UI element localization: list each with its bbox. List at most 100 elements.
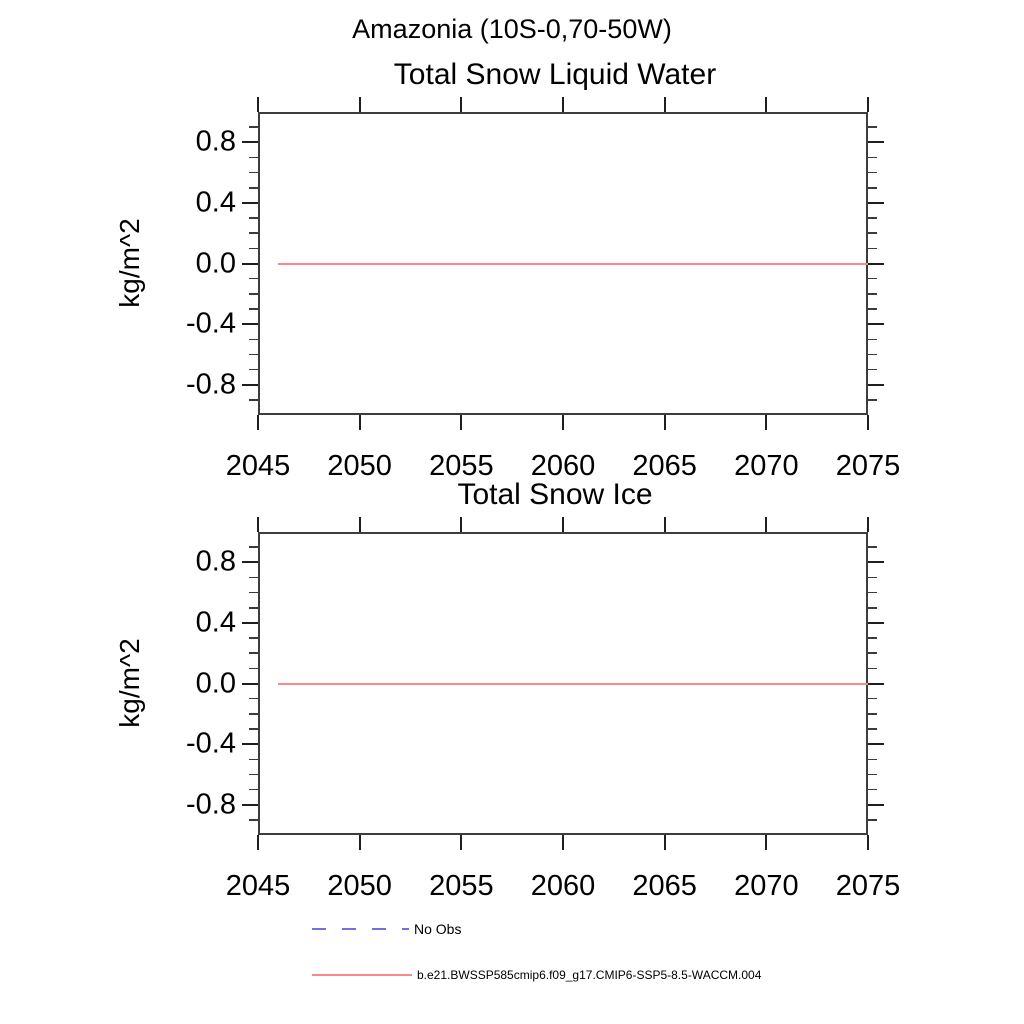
y-minor-tick bbox=[249, 728, 258, 730]
x-tick-label: 2075 bbox=[835, 870, 901, 902]
y-tick-label: 0.4 bbox=[195, 186, 236, 219]
y-tick bbox=[868, 561, 884, 564]
y-minor-tick bbox=[868, 773, 877, 776]
y-minor-tick bbox=[249, 308, 258, 310]
series-line bbox=[278, 262, 868, 265]
y-minor-tick bbox=[249, 293, 258, 295]
plot-title: Total Snow Liquid Water bbox=[393, 58, 717, 91]
y-minor-tick bbox=[868, 353, 877, 356]
y-minor-tick bbox=[249, 171, 258, 174]
y-minor-tick bbox=[868, 126, 877, 128]
x-tick bbox=[765, 415, 768, 430]
y-minor-tick bbox=[868, 171, 877, 174]
y-minor-tick bbox=[249, 368, 258, 371]
x-tick bbox=[663, 97, 666, 112]
y-minor-tick bbox=[249, 217, 258, 219]
y-tick-label: 0.0 bbox=[195, 667, 236, 699]
x-tick bbox=[663, 835, 666, 850]
y-minor-tick bbox=[249, 697, 258, 700]
x-tick bbox=[460, 517, 463, 532]
x-tick-label: 2075 bbox=[835, 450, 901, 482]
y-minor-tick bbox=[868, 667, 877, 670]
y-minor-tick bbox=[249, 399, 258, 401]
y-minor-tick bbox=[868, 697, 877, 700]
x-tick-label: 2070 bbox=[734, 870, 799, 902]
x-tick-label: 2065 bbox=[632, 450, 697, 482]
y-minor-tick bbox=[868, 788, 877, 791]
y-minor-tick bbox=[249, 713, 258, 715]
y-minor-tick bbox=[249, 232, 258, 234]
y-minor-tick bbox=[868, 819, 877, 821]
x-tick-label: 2050 bbox=[327, 450, 392, 482]
x-tick-label: 2055 bbox=[429, 870, 494, 902]
y-tick bbox=[868, 743, 884, 746]
x-tick bbox=[358, 835, 361, 850]
y-tick bbox=[242, 682, 258, 685]
y-minor-tick bbox=[249, 819, 258, 821]
y-minor-tick bbox=[249, 758, 258, 760]
y-minor-tick bbox=[868, 187, 877, 189]
y-minor-tick bbox=[868, 156, 877, 159]
y-tick-label: 0.0 bbox=[195, 247, 236, 279]
y-minor-tick bbox=[868, 591, 877, 594]
y-minor-tick bbox=[868, 728, 877, 730]
legend-line-solid bbox=[312, 974, 412, 976]
x-tick-label: 2045 bbox=[225, 450, 291, 482]
y-tick bbox=[242, 141, 258, 144]
y-tick-label: 0.8 bbox=[195, 545, 236, 578]
y-tick bbox=[242, 262, 258, 265]
x-tick bbox=[867, 835, 869, 850]
y-minor-tick bbox=[249, 353, 258, 356]
y-minor-tick bbox=[868, 232, 877, 234]
x-tick bbox=[562, 415, 564, 430]
x-tick-label: 2045 bbox=[225, 870, 291, 902]
y-minor-tick bbox=[249, 338, 258, 340]
y-minor-tick bbox=[868, 546, 877, 548]
y-minor-tick bbox=[868, 713, 877, 715]
y-tick-label: 0.8 bbox=[195, 125, 236, 158]
x-tick bbox=[867, 97, 869, 112]
x-tick bbox=[460, 835, 463, 850]
x-tick bbox=[765, 517, 768, 532]
y-minor-tick bbox=[249, 576, 258, 579]
y-minor-tick bbox=[249, 637, 258, 639]
x-tick bbox=[257, 835, 259, 850]
x-tick bbox=[867, 517, 869, 532]
y-minor-tick bbox=[249, 652, 258, 654]
y-tick-label: -0.4 bbox=[186, 307, 236, 340]
legend-item-label: b.e21.BWSSP585cmip6.f09_g17.CMIP6-SSP5-8… bbox=[417, 968, 762, 982]
x-tick-label: 2050 bbox=[327, 870, 392, 902]
x-tick bbox=[562, 97, 564, 112]
y-tick bbox=[242, 561, 258, 564]
y-minor-tick bbox=[868, 247, 877, 250]
y-minor-tick bbox=[249, 187, 258, 189]
x-tick bbox=[358, 415, 361, 430]
y-minor-tick bbox=[868, 338, 877, 340]
y-minor-tick bbox=[249, 591, 258, 594]
y-tick-label: -0.8 bbox=[186, 788, 236, 821]
y-minor-tick bbox=[249, 156, 258, 159]
y-minor-tick bbox=[868, 399, 877, 401]
x-tick-label: 2065 bbox=[632, 870, 697, 902]
y-tick bbox=[242, 803, 258, 806]
legend-line-dashed bbox=[312, 928, 409, 930]
y-minor-tick bbox=[249, 277, 258, 280]
x-tick bbox=[663, 415, 666, 430]
x-tick-label: 2060 bbox=[530, 870, 596, 902]
y-minor-tick bbox=[868, 217, 877, 219]
x-tick bbox=[257, 415, 259, 430]
y-minor-tick bbox=[868, 576, 877, 579]
y-minor-tick bbox=[249, 773, 258, 776]
y-tick-label: -0.8 bbox=[186, 368, 236, 401]
x-tick bbox=[257, 97, 259, 112]
y-tick-label: 0.4 bbox=[195, 606, 236, 639]
y-minor-tick bbox=[249, 247, 258, 250]
y-minor-tick bbox=[868, 607, 877, 609]
y-minor-tick bbox=[249, 607, 258, 609]
y-minor-tick bbox=[249, 788, 258, 791]
y-minor-tick bbox=[249, 546, 258, 548]
y-minor-tick bbox=[868, 758, 877, 760]
y-minor-tick bbox=[868, 293, 877, 295]
y-tick bbox=[242, 323, 258, 326]
